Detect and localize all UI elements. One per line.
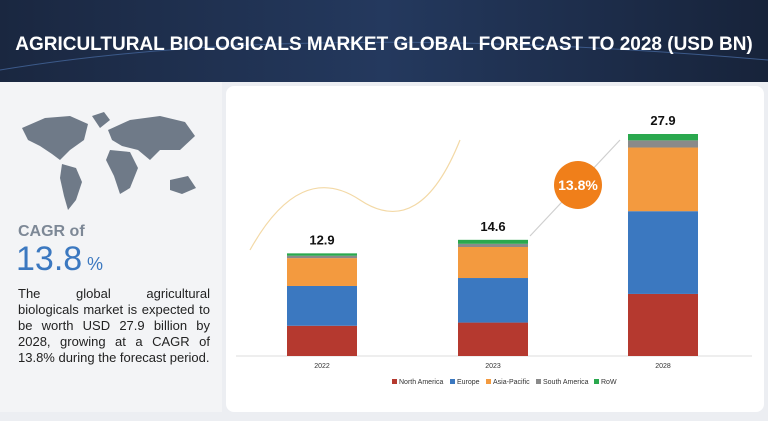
legend-marker: [450, 379, 455, 384]
bar-segment: [287, 255, 357, 259]
bar-segment: [458, 243, 528, 247]
x-tick-label: 2028: [655, 363, 671, 370]
legend-marker: [392, 379, 397, 384]
x-tick-label: 2023: [485, 363, 501, 370]
decor-curve: [249, 139, 461, 251]
bar-segment: [287, 285, 357, 326]
bar-segment: [628, 134, 698, 141]
bar-segment: [458, 322, 528, 356]
legend-label: Asia-Pacific: [493, 379, 530, 386]
title: AGRICULTURAL BIOLOGICALS MARKET GLOBAL F…: [15, 34, 753, 55]
header-decor: [0, 41, 768, 71]
total-label: 14.6: [480, 219, 505, 234]
legend-label: South America: [543, 379, 589, 386]
legend-label: Europe: [457, 379, 480, 386]
bar-segment: [287, 258, 357, 286]
total-label: 12.9: [309, 232, 334, 247]
header-band: [0, 0, 768, 82]
total-label: 27.9: [650, 113, 675, 128]
cagr-value: 13.8: [16, 240, 82, 278]
bar-segment: [458, 278, 528, 323]
bar-segment: [628, 293, 698, 356]
legend-marker: [486, 379, 491, 384]
bar-segment: [458, 246, 528, 279]
bar-segment: [628, 147, 698, 212]
legend-label: North America: [399, 379, 443, 386]
legend-label: RoW: [601, 379, 617, 386]
bar-segment: [458, 239, 528, 244]
legend-marker: [536, 379, 541, 384]
bar-segment: [287, 253, 357, 256]
badge: [554, 161, 602, 209]
cagr-unit: %: [87, 254, 103, 274]
x-tick-label: 2022: [314, 363, 330, 370]
cagr-label: CAGR of: [18, 223, 85, 240]
description: The global agricultural biologicals mark…: [18, 286, 210, 365]
badge-text: 13.8%: [558, 177, 598, 193]
world-map: [22, 112, 196, 210]
legend-marker: [594, 379, 599, 384]
bar-segment: [287, 325, 357, 356]
bar-segment: [628, 140, 698, 148]
bar-segment: [628, 211, 698, 294]
